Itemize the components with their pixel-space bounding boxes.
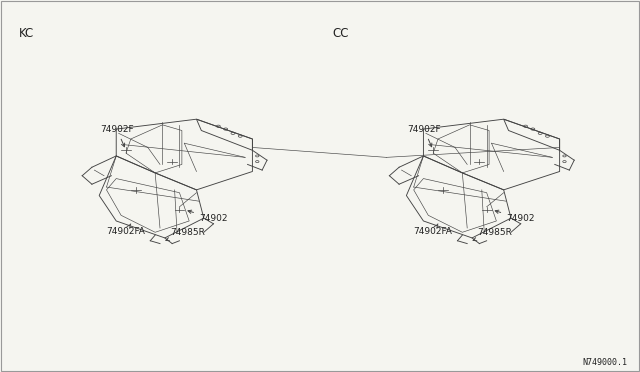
Text: KC: KC (19, 27, 35, 40)
Text: 74902: 74902 (495, 210, 534, 223)
Text: 74902F: 74902F (407, 125, 441, 147)
Text: 74902FA: 74902FA (413, 224, 452, 236)
Text: N749000.1: N749000.1 (582, 357, 627, 366)
Text: 74902: 74902 (188, 210, 227, 223)
Text: 74985R: 74985R (166, 228, 205, 241)
Text: 74902F: 74902F (100, 125, 134, 147)
Text: 74985R: 74985R (473, 228, 512, 241)
Text: CC: CC (333, 27, 349, 40)
Text: 74902FA: 74902FA (106, 224, 145, 236)
